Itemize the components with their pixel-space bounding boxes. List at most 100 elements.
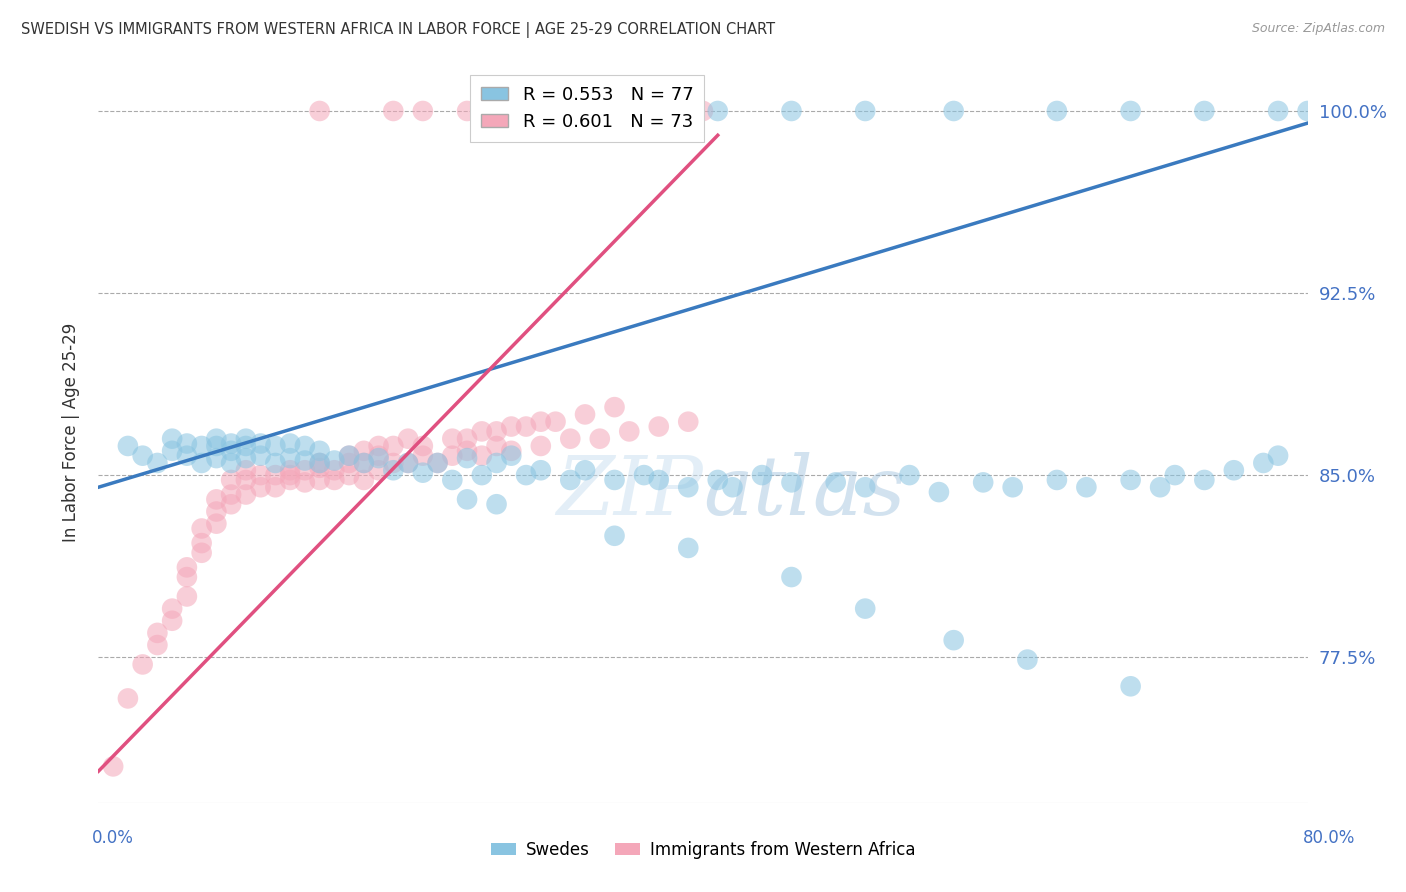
Point [501,419,523,434]
Point [235,451,257,466]
Point [278,473,301,487]
Point [235,432,257,446]
Point [1119,473,1142,487]
Point [1017,652,1039,666]
Point [219,443,242,458]
Point [337,468,360,483]
Point [367,449,389,463]
Point [942,633,965,648]
Point [117,691,139,706]
Point [396,432,419,446]
Y-axis label: In Labor Force | Age 25-29: In Labor Force | Age 25-29 [62,323,80,542]
Point [382,456,405,470]
Point [412,439,434,453]
Point [501,103,523,118]
Point [176,449,198,463]
Point [264,480,287,494]
Point [264,468,287,483]
Legend: R = 0.553   N = 77, R = 0.601   N = 73: R = 0.553 N = 77, R = 0.601 N = 73 [470,75,704,142]
Point [603,400,626,414]
Point [294,475,316,490]
Point [101,759,124,773]
Point [235,473,257,487]
Point [205,492,228,507]
Point [190,536,212,550]
Point [456,443,478,458]
Point [353,456,375,470]
Point [942,103,965,118]
Point [160,443,183,458]
Point [1253,456,1275,470]
Point [1149,480,1171,494]
Point [382,103,405,118]
Point [176,570,198,584]
Legend: Swedes, Immigrants from Western Africa: Swedes, Immigrants from Western Africa [484,835,922,866]
Point [574,408,596,422]
Point [294,439,316,453]
Point [1267,103,1289,118]
Point [780,475,803,490]
Point [1194,103,1216,118]
Point [337,449,360,463]
Point [780,570,803,584]
Point [853,480,876,494]
Point [131,657,153,672]
Point [323,463,346,477]
Point [308,456,330,470]
Point [972,475,994,490]
Point [160,614,183,628]
Point [751,468,773,483]
Point [441,432,464,446]
Point [205,516,228,531]
Point [323,473,346,487]
Point [353,473,375,487]
Point [219,436,242,450]
Point [456,432,478,446]
Point [190,546,212,560]
Point [603,473,626,487]
Point [353,443,375,458]
Point [426,456,449,470]
Point [249,436,271,450]
Point [485,425,508,439]
Point [235,463,257,477]
Point [396,456,419,470]
Point [131,449,153,463]
Point [412,466,434,480]
Point [176,560,198,574]
Point [219,473,242,487]
Point [190,521,212,535]
Point [589,432,612,446]
Point [367,463,389,477]
Point [721,480,744,494]
Point [485,497,508,511]
Point [396,456,419,470]
Point [308,460,330,475]
Point [1296,103,1319,118]
Point [176,436,198,450]
Point [190,439,212,453]
Point [426,456,449,470]
Text: 80.0%: 80.0% [1302,829,1355,847]
Point [1119,103,1142,118]
Point [898,468,921,483]
Point [205,504,228,518]
Point [337,456,360,470]
Point [544,415,567,429]
Point [308,103,330,118]
Point [249,480,271,494]
Point [205,451,228,466]
Point [412,103,434,118]
Point [308,473,330,487]
Point [160,601,183,615]
Point [219,456,242,470]
Point [706,473,728,487]
Point [560,473,582,487]
Point [648,103,671,118]
Point [294,463,316,477]
Point [1164,468,1187,483]
Point [382,439,405,453]
Point [485,439,508,453]
Point [146,626,169,640]
Point [205,432,228,446]
